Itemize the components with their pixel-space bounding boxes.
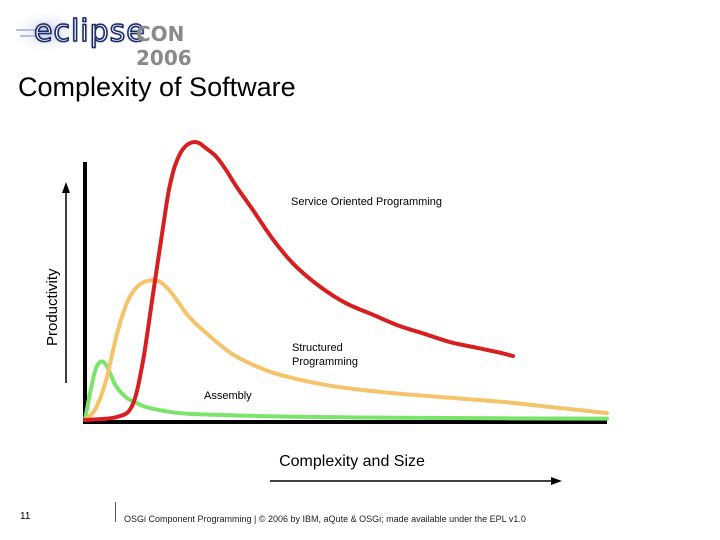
chart-axes: [83, 162, 607, 424]
series-labels: Service Oriented Programming Structured Pr…: [204, 196, 442, 402]
series-label-service-oriented: Service Oriented Programming: [291, 196, 442, 208]
footer-divider: [115, 502, 116, 522]
series-label-assembly: Assembly: [204, 390, 252, 402]
series-line-service-oriented: [83, 140, 515, 422]
eclipsecon-logo: eclipse CON 2006: [14, 8, 234, 70]
logo-text-eclipse: eclipse: [33, 13, 146, 50]
series-line-assembly: [83, 359, 609, 422]
x-axis-arrowhead-icon: [551, 477, 562, 485]
y-axis-label: Productivity: [44, 268, 61, 346]
axis-arrows: [62, 182, 562, 485]
series-label-structured: Structured Programming: [292, 342, 358, 368]
footer-text: OSGi Component Programming | © 2006 by I…: [124, 514, 526, 524]
logo-text-con: CON 2006: [136, 22, 192, 70]
slide-number: 11: [20, 511, 31, 522]
series-line-structured: [83, 278, 609, 422]
slide-title: Complexity of Software: [18, 72, 296, 102]
logo-swoosh-icon: [16, 12, 74, 52]
series-layer: [83, 140, 609, 422]
x-axis-label: Complexity and Size: [279, 453, 425, 470]
y-axis-arrowhead-icon: [62, 182, 70, 193]
